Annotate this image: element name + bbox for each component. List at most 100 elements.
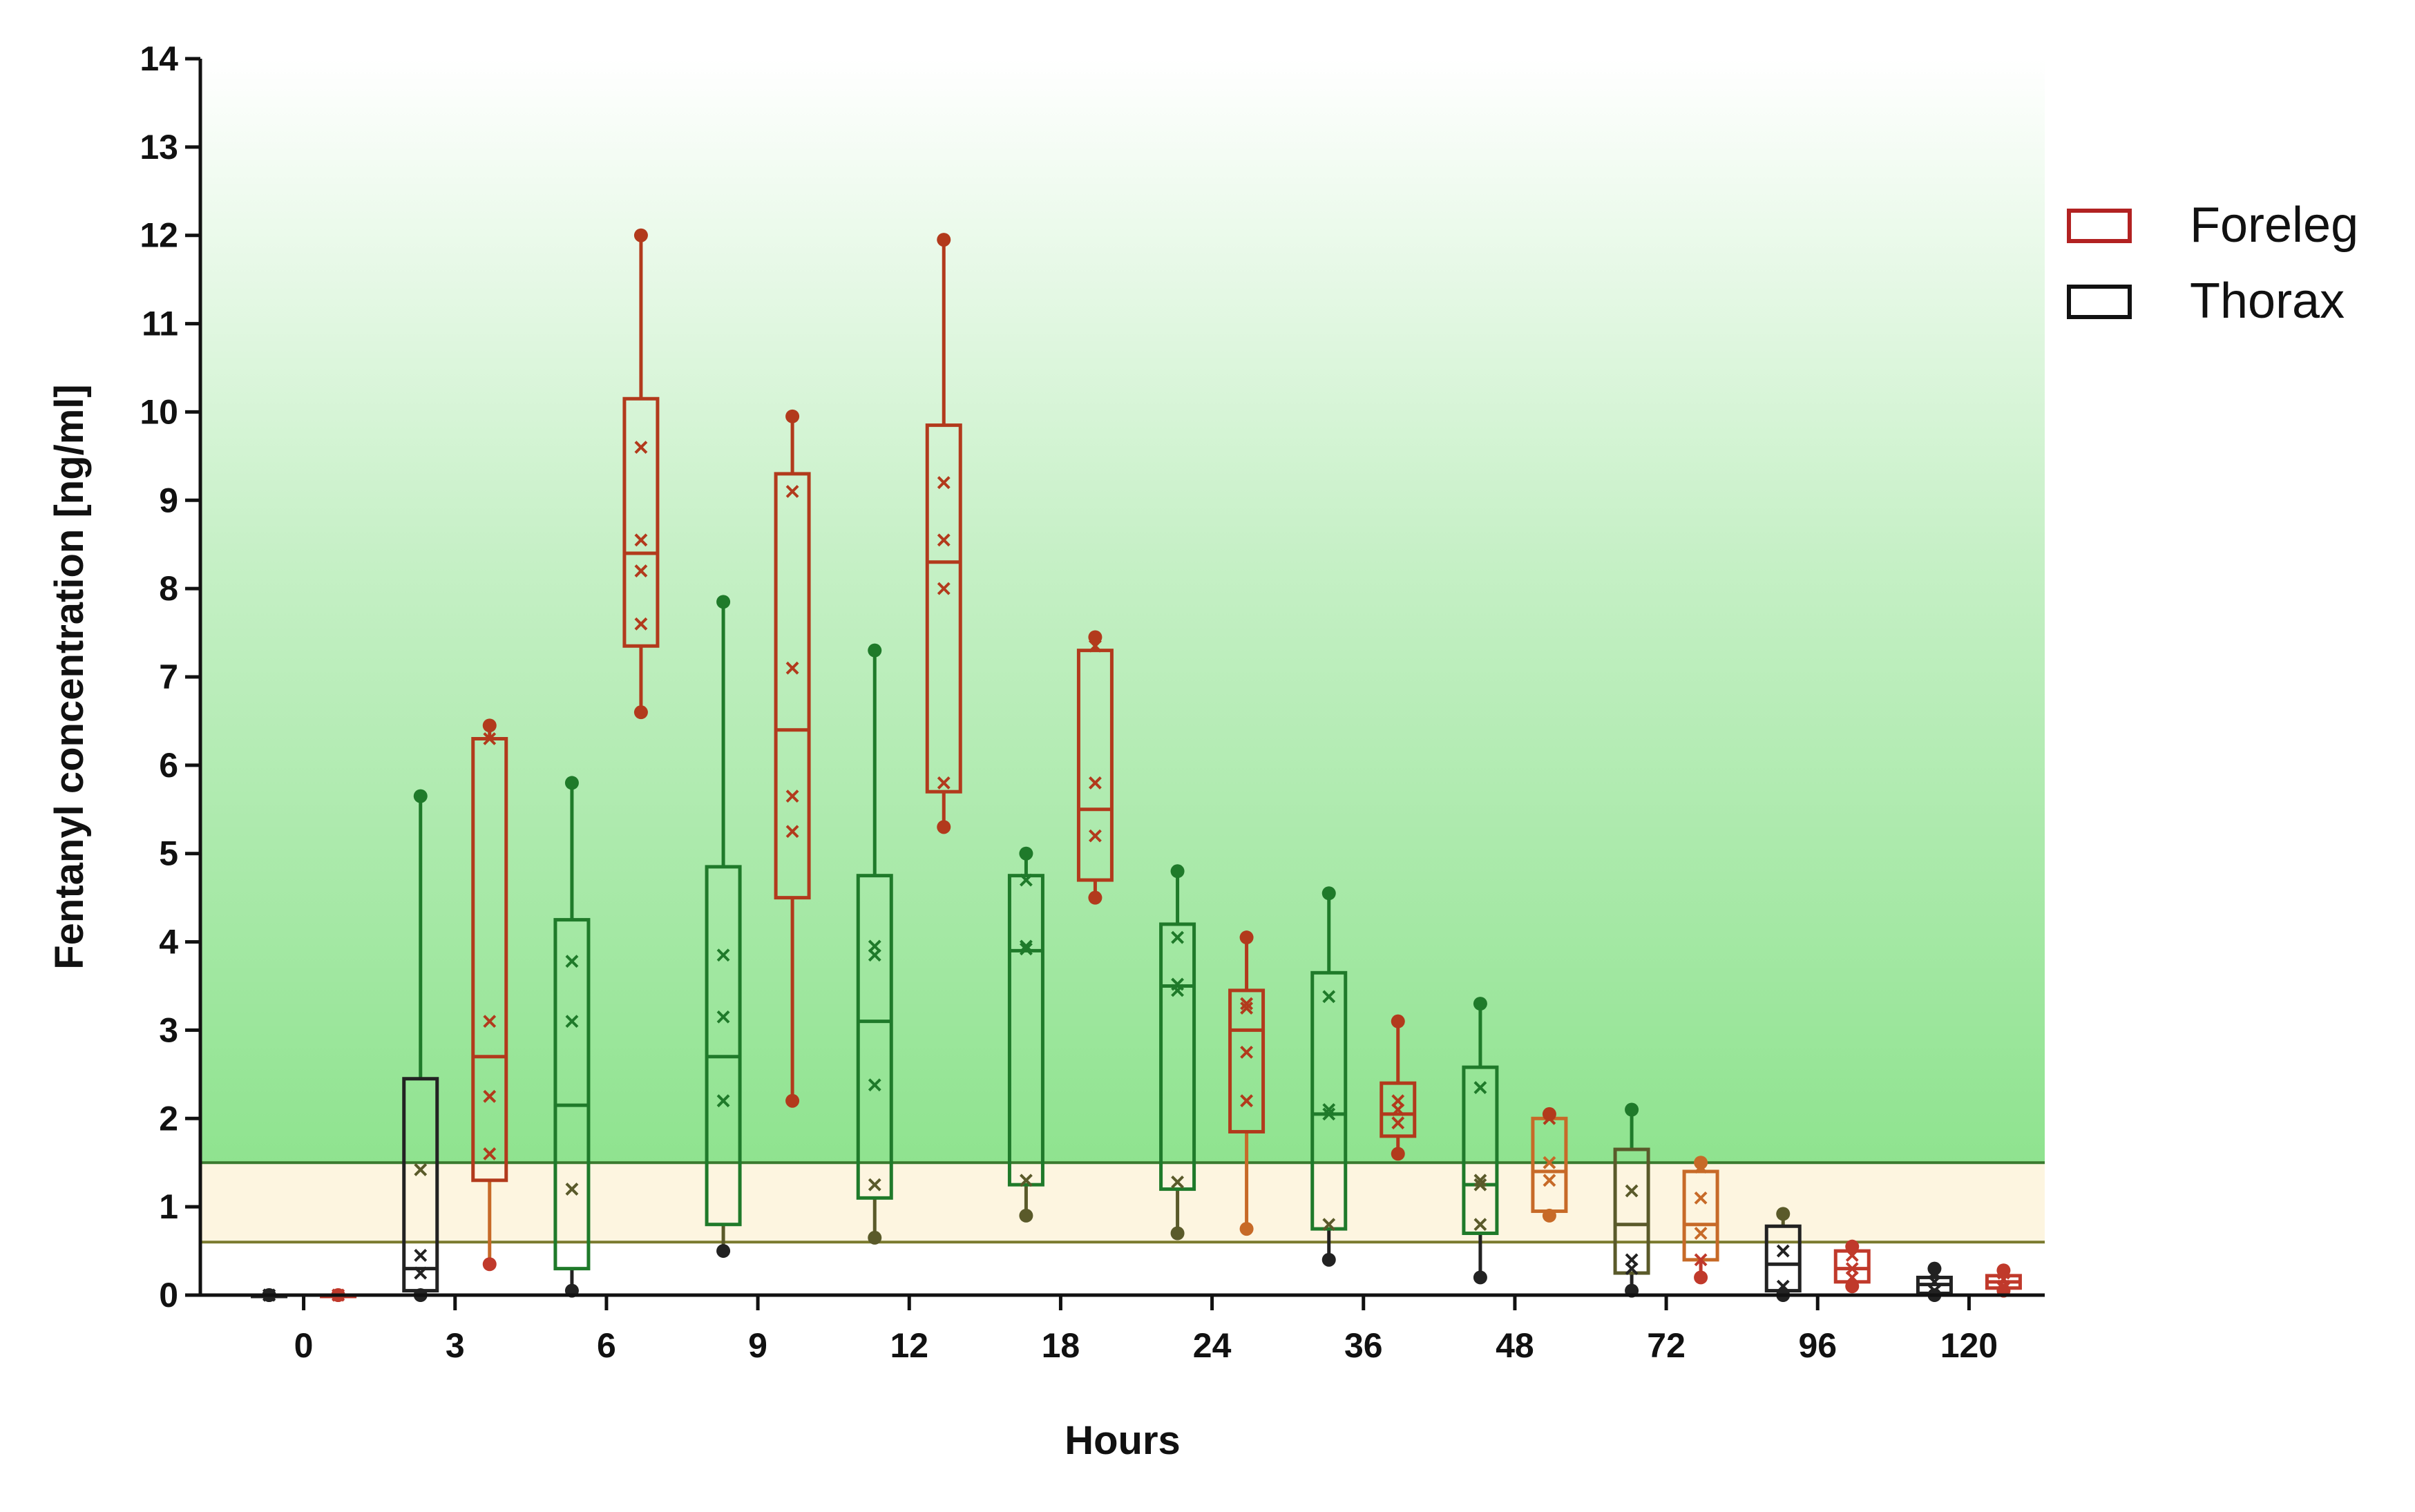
- x-tick-label: 9: [748, 1326, 767, 1365]
- data-point: [1020, 873, 1033, 887]
- data-point-stroke: [1391, 1116, 1405, 1130]
- data-point: [1543, 1111, 1556, 1125]
- box-rect: [705, 865, 742, 1227]
- y-tick-label: 8: [159, 569, 178, 608]
- data-point: [1473, 1081, 1487, 1094]
- box-thorax-96: [1764, 1207, 1802, 1302]
- whisker-max-dot: [1542, 1107, 1556, 1121]
- legend: Foreleg Thorax: [2067, 198, 2358, 329]
- data-point: [716, 1010, 730, 1024]
- box-foreleg-48: [1531, 1107, 1568, 1223]
- data-point: [565, 955, 579, 968]
- data-point: [868, 1178, 881, 1192]
- data-point-stroke: [1543, 1156, 1556, 1169]
- y-tick-label: 11: [142, 305, 178, 343]
- data-point: [1473, 1178, 1487, 1192]
- y-axis-title: Fentanyl concentration [ng/ml]: [47, 384, 92, 970]
- data-point-stroke: [634, 564, 648, 577]
- box-rect: [1228, 988, 1266, 1133]
- box-foreleg-24: [1228, 930, 1266, 1236]
- box-thorax-9: [705, 595, 742, 1259]
- data-point-stroke: [1473, 1081, 1487, 1094]
- data-point: [1845, 1249, 1859, 1262]
- data-point: [414, 1163, 428, 1176]
- whisker-min-dot: [1019, 1208, 1033, 1223]
- data-point: [414, 1249, 428, 1262]
- whisker-min-dot: [785, 1093, 800, 1108]
- data-point-stroke: [483, 1147, 497, 1160]
- box-foreleg-9: [774, 409, 811, 1108]
- data-point-stroke: [1020, 942, 1033, 956]
- data-point-stroke: [1391, 1094, 1405, 1108]
- data-point-stroke: [1089, 639, 1102, 653]
- data-point: [937, 533, 951, 547]
- data-point-stroke: [565, 955, 579, 968]
- data-point: [1694, 1160, 1708, 1174]
- data-point-stroke: [785, 485, 799, 498]
- whisker-max-dot: [413, 789, 428, 803]
- data-point: [483, 1147, 497, 1160]
- data-point: [868, 1078, 881, 1092]
- y-tick-label: 7: [159, 658, 178, 696]
- data-point-stroke: [1625, 1184, 1639, 1198]
- data-point-stroke: [483, 1015, 497, 1028]
- data-point-stroke: [565, 1183, 579, 1196]
- data-point-stroke: [1694, 1191, 1708, 1205]
- box-rect: [1462, 1065, 1499, 1235]
- data-point: [785, 825, 799, 839]
- legend-swatch: [2067, 285, 2132, 319]
- box-rect: [1613, 1147, 1650, 1275]
- box-thorax-24: [1159, 864, 1196, 1241]
- data-point-stroke: [1020, 939, 1033, 953]
- whisker-max-dot: [1170, 864, 1185, 879]
- whisker-min-dot: [868, 1230, 882, 1245]
- data-point-stroke: [565, 1015, 579, 1028]
- whisker-min-dot: [1391, 1147, 1405, 1161]
- data-point-stroke: [483, 732, 497, 745]
- data-point-stroke: [937, 582, 951, 595]
- box-rect: [925, 423, 962, 794]
- data-point-stroke: [1694, 1227, 1708, 1240]
- data-point: [634, 564, 648, 577]
- whisker-max-dot: [716, 595, 731, 609]
- data-point: [1391, 1116, 1405, 1130]
- data-point-stroke: [1322, 1107, 1336, 1121]
- data-point: [1322, 1103, 1336, 1116]
- whisker-max-dot: [1694, 1156, 1708, 1170]
- green-band: [200, 59, 2045, 1163]
- data-point: [1543, 1156, 1556, 1169]
- data-point-stroke: [1625, 1253, 1639, 1267]
- data-point: [1391, 1094, 1405, 1108]
- box-foreleg-6: [622, 228, 660, 720]
- box-foreleg-36: [1380, 1014, 1417, 1161]
- whisker-max-dot: [1473, 997, 1487, 1011]
- y-tick-label: 13: [140, 128, 178, 166]
- y-tick-label: 9: [159, 481, 178, 519]
- data-point-stroke: [1543, 1111, 1556, 1125]
- data-point: [565, 1015, 579, 1028]
- box-thorax-48: [1462, 997, 1499, 1285]
- data-point: [1473, 1174, 1487, 1187]
- x-tick-label: 48: [1496, 1326, 1534, 1365]
- box-thorax-72: [1613, 1102, 1650, 1298]
- x-tick-label: 120: [1940, 1326, 1998, 1365]
- x-tick-label: 3: [446, 1326, 465, 1365]
- box-rect: [856, 874, 893, 1200]
- x-tick-label: 24: [1193, 1326, 1232, 1365]
- data-point-stroke: [634, 441, 648, 454]
- box-thorax-3: [402, 789, 439, 1302]
- data-point: [1694, 1191, 1708, 1205]
- data-point: [937, 776, 951, 790]
- data-point-stroke: [868, 1178, 881, 1192]
- whisker-max-dot: [1391, 1014, 1405, 1028]
- data-point: [1171, 1175, 1184, 1189]
- data-point-stroke: [634, 617, 648, 631]
- data-point: [1776, 1244, 1790, 1258]
- data-point: [716, 1094, 730, 1108]
- data-point-stroke: [1928, 1266, 1941, 1280]
- data-point: [1089, 639, 1102, 653]
- whisker-min-dot: [1088, 890, 1102, 905]
- data-point: [1322, 1218, 1336, 1232]
- data-point: [634, 617, 648, 631]
